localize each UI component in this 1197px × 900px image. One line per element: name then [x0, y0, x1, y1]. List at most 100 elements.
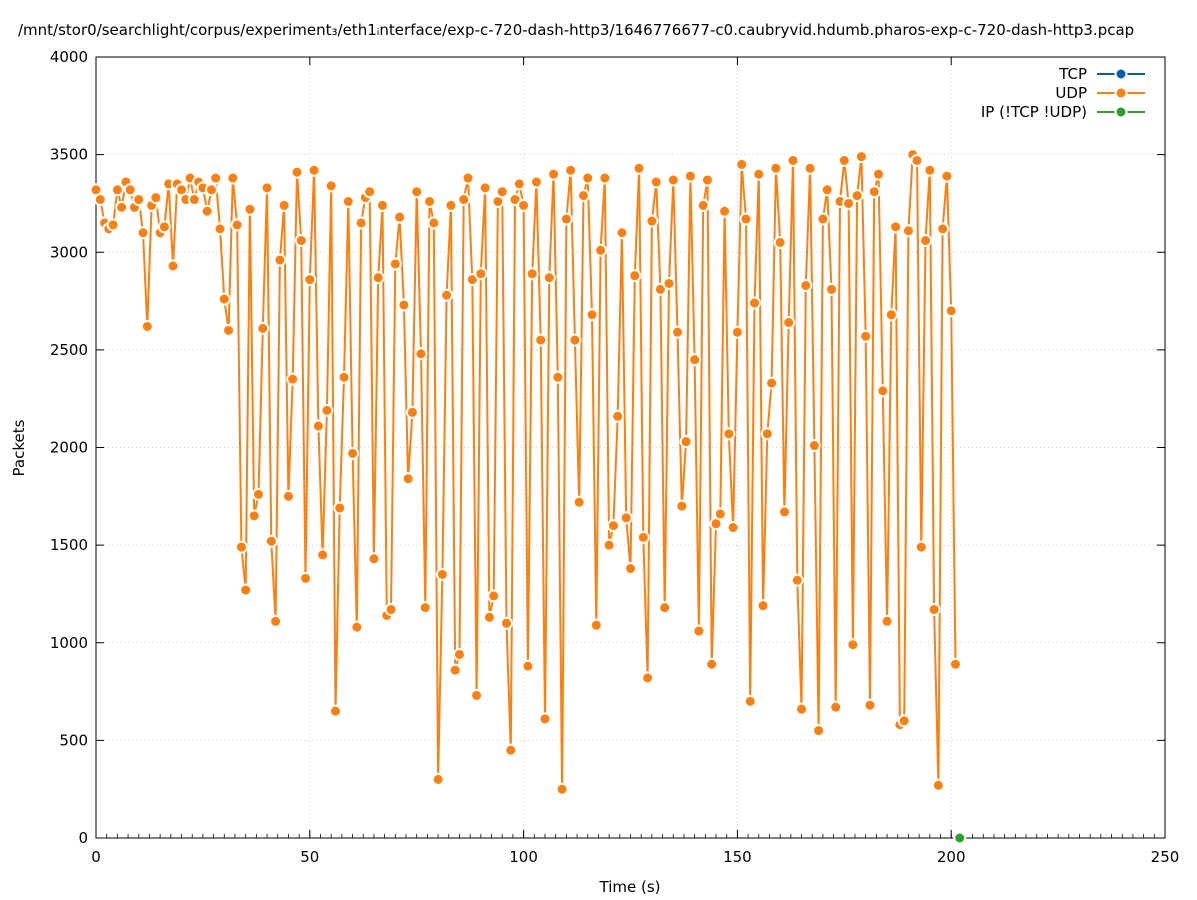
data-point-udp	[512, 177, 526, 191]
data-point-udp	[581, 171, 595, 185]
data-point-udp	[743, 694, 757, 708]
data-point-udp	[140, 319, 154, 333]
y-tick-label: 2000	[50, 439, 88, 457]
data-point-udp	[799, 278, 813, 292]
data-point-udp	[863, 698, 877, 712]
grid-lines	[96, 57, 1165, 838]
data-point-udp	[264, 534, 278, 548]
data-point-udp	[222, 323, 236, 337]
data-point-udp	[418, 601, 432, 615]
data-point-udp	[919, 234, 933, 248]
data-point-udp	[854, 150, 868, 164]
data-point-udp	[589, 618, 603, 632]
data-point-udp	[423, 194, 437, 208]
data-point-udp	[769, 161, 783, 175]
data-point-udp	[367, 552, 381, 566]
y-tick-label: 4000	[50, 48, 88, 66]
data-point-udp	[765, 376, 779, 390]
data-point-udp	[452, 647, 466, 661]
data-point-udp	[726, 521, 740, 535]
data-point-udp	[273, 253, 287, 267]
x-tick-label: 250	[1151, 848, 1180, 866]
data-point-udp	[226, 171, 240, 185]
data-point-udp	[474, 267, 488, 281]
data-point-udp	[303, 273, 317, 287]
data-point-udp	[410, 185, 424, 199]
data-point-udp	[795, 702, 809, 716]
data-point-udp	[914, 540, 928, 554]
data-point-udp	[405, 405, 419, 419]
data-point-udp	[559, 212, 573, 226]
data-point-udp	[842, 196, 856, 210]
data-point-udp	[936, 222, 950, 236]
data-point-udp	[760, 427, 774, 441]
series-lines	[95, 153, 957, 791]
data-point-udp	[187, 193, 201, 207]
data-point-udp	[299, 571, 313, 585]
data-point-udp	[217, 292, 231, 306]
data-point-udp	[388, 257, 402, 271]
data-point-udp	[572, 495, 586, 509]
data-point-udp	[371, 271, 385, 285]
data-point-udp	[816, 212, 830, 226]
data-point-udp	[632, 161, 646, 175]
data-point-udp	[555, 782, 569, 796]
data-point-udp	[350, 620, 364, 634]
data-point-udp	[341, 194, 355, 208]
data-point-udp	[106, 218, 120, 232]
data-point-udp	[786, 153, 800, 167]
data-point-udp	[529, 175, 543, 189]
data-point-udp	[320, 403, 334, 417]
data-point-udp	[427, 216, 441, 230]
data-point-udp	[889, 220, 903, 234]
data-point-udp	[739, 212, 753, 226]
data-point-udp	[824, 282, 838, 296]
data-point-udp	[290, 165, 304, 179]
y-axis-label: Packets	[10, 419, 28, 476]
data-point-udp	[115, 200, 129, 214]
data-point-udp	[748, 296, 762, 310]
data-point-udp	[397, 298, 411, 312]
data-point-udp	[444, 198, 458, 212]
data-point-udp	[846, 638, 860, 652]
data-point-udp	[499, 616, 513, 630]
data-point-udp	[829, 700, 843, 714]
data-point-udp	[927, 603, 941, 617]
data-point-udp	[478, 181, 492, 195]
data-point-udp	[461, 171, 475, 185]
data-point-udp	[624, 562, 637, 576]
x-axis-ticks: 0 50 100 150 200 250	[91, 57, 1179, 866]
data-point-udp	[931, 778, 945, 792]
data-point-udp	[234, 540, 248, 554]
data-point-udp	[940, 169, 954, 183]
data-point-udp	[671, 325, 685, 339]
x-axis-label: Time (s)	[599, 878, 661, 896]
data-point-udp	[465, 273, 479, 287]
chart-title: /mnt/stor0/searchlight/corpus/experiment…	[18, 21, 1134, 39]
data-point-udp	[375, 198, 389, 212]
data-point-udp	[585, 308, 599, 322]
data-point-udp	[495, 185, 509, 199]
data-point-udp	[641, 671, 655, 685]
data-point-udp	[157, 220, 171, 234]
data-point-udp	[872, 167, 886, 181]
data-point-udp	[277, 198, 291, 212]
data-point-udp	[393, 210, 407, 224]
data-point-udp	[136, 226, 150, 240]
data-point-udp	[542, 271, 556, 285]
x-tick-label: 100	[509, 848, 538, 866]
data-point-udp	[521, 659, 535, 673]
data-point-udp	[517, 198, 531, 212]
data-point-udp	[534, 333, 548, 347]
data-point-udp	[675, 499, 689, 513]
data-point-udp	[884, 308, 898, 322]
legend-label: TCP	[1058, 65, 1087, 83]
data-point-udp	[363, 185, 377, 199]
data-point-udp	[239, 583, 253, 597]
data-point-udp	[149, 191, 163, 205]
data-point-udp	[324, 179, 338, 193]
data-point-udp	[688, 353, 702, 367]
data-point-udp	[487, 589, 501, 603]
legend-label: UDP	[1055, 84, 1087, 102]
